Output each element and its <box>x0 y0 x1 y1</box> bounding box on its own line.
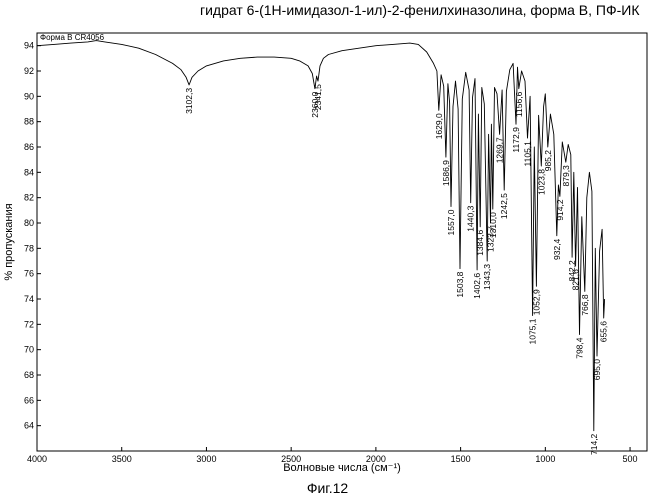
y-tick-label: 66 <box>24 395 34 405</box>
y-tick-label: 68 <box>24 370 34 380</box>
peak-label: 1105,1 <box>523 141 533 167</box>
peak-label: 2341,5 <box>313 84 323 110</box>
spectrum-line <box>36 40 606 432</box>
x-tick-label: 3500 <box>112 454 132 464</box>
peak-label: 821,6 <box>571 269 581 291</box>
y-tick-label: 82 <box>24 193 34 203</box>
peak-label: 1075,1 <box>528 318 538 344</box>
y-tick-label: 78 <box>24 243 34 253</box>
peak-label: 985,2 <box>543 150 553 172</box>
peak-label: 766,8 <box>580 294 590 316</box>
y-tick-label: 80 <box>24 218 34 228</box>
peak-label: 1052,9 <box>531 289 541 315</box>
y-tick-label: 92 <box>24 66 34 76</box>
series-label: Форма B CR4056 <box>40 33 105 42</box>
peak-label: 879,3 <box>561 165 571 187</box>
peak-label: 1310,0 <box>488 212 498 238</box>
peak-label: 842,2 <box>567 260 577 282</box>
peak-label: 1503,8 <box>455 271 465 297</box>
peak-label: 914,2 <box>555 199 565 221</box>
peak-label: 655,6 <box>599 321 609 343</box>
peak-label: 1557,0 <box>446 209 456 235</box>
y-tick-label: 70 <box>24 345 34 355</box>
y-tick-label: 90 <box>24 91 34 101</box>
peak-label: 714,2 <box>589 433 599 455</box>
y-tick-label: 76 <box>24 269 34 279</box>
peak-label: 1172,9 <box>511 127 521 153</box>
figure-caption: Фиг.12 <box>306 480 349 496</box>
y-tick-label: 86 <box>24 142 34 152</box>
y-tick-label: 84 <box>24 167 34 177</box>
x-tick-label: 1000 <box>535 454 555 464</box>
peak-label: 1629,0 <box>434 113 444 139</box>
peak-label: 798,4 <box>575 337 585 359</box>
peak-label: 1384,6 <box>475 230 485 256</box>
peak-label: 2360,0 <box>310 91 320 117</box>
plot-frame <box>36 32 648 452</box>
y-tick-label: 74 <box>24 294 34 304</box>
peak-label: 1586,9 <box>441 160 451 186</box>
peak-label: 1156,6 <box>514 91 524 117</box>
x-tick-label: 4000 <box>27 454 47 464</box>
peak-label: 1343,3 <box>482 264 492 290</box>
y-axis-label: % пропускания <box>3 203 15 280</box>
x-axis: 4000 3500 3000 2500 2000 1500 1000 500 <box>27 447 638 464</box>
peak-label: 695,0 <box>592 359 602 381</box>
y-tick-label: 72 <box>24 319 34 329</box>
chart-title: гидрат 6-(1H-имидазол-1-ил)-2-фенилхиназ… <box>200 2 640 18</box>
peak-label: 1402,6 <box>472 273 482 299</box>
peak-label: 1323,7 <box>486 226 496 252</box>
x-tick-label: 3000 <box>196 454 216 464</box>
x-tick-label: 2000 <box>366 454 386 464</box>
y-axis: 64 66 68 70 72 74 76 78 80 82 84 86 88 90 92 94 <box>24 41 41 431</box>
x-tick-label: 500 <box>623 454 638 464</box>
y-tick-label: 94 <box>24 41 34 51</box>
peak-label: 1440,3 <box>466 205 476 231</box>
y-tick-label: 88 <box>24 117 34 127</box>
x-axis-label: Волновые числа (см⁻¹) <box>283 462 401 474</box>
peak-label: 932,4 <box>552 238 562 260</box>
peak-label: 1242,5 <box>499 193 509 219</box>
y-tick-label: 64 <box>24 421 34 431</box>
x-tick-label: 1500 <box>451 454 471 464</box>
x-tick-label: 2500 <box>281 454 301 464</box>
peak-label: 3102,3 <box>184 88 194 114</box>
peak-label: 1023,8 <box>536 169 546 195</box>
peak-label: 1269,7 <box>495 137 505 163</box>
